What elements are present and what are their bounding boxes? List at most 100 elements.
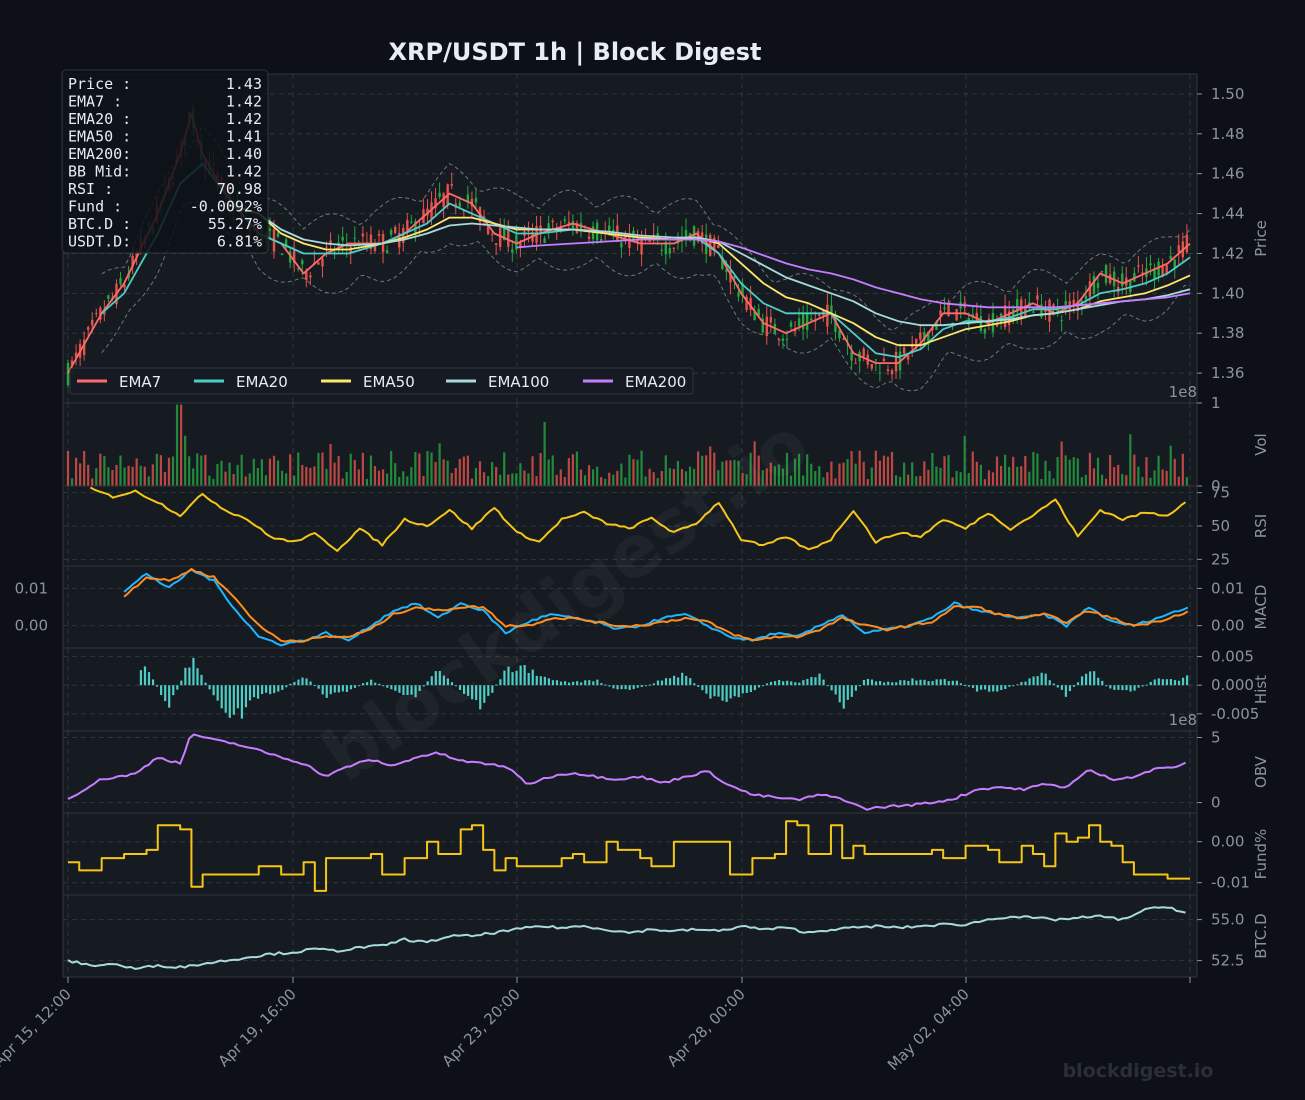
volume-bar [672, 469, 675, 486]
hist-bar [519, 665, 522, 686]
hist-bar [1089, 671, 1092, 686]
volume-bar [802, 475, 805, 486]
volume-bar [171, 456, 175, 486]
candle-body [878, 372, 882, 374]
volume-bar [434, 462, 437, 486]
hist-bar [786, 680, 789, 686]
y-tick-label: 55.0 [1211, 911, 1244, 929]
panel-macd: 0.00 0.00 0.01 0.01 MACD [15, 565, 1270, 649]
volume-bar [781, 468, 785, 486]
volume-bar [676, 461, 680, 486]
volume-bar [894, 475, 898, 486]
volume-bar [398, 476, 401, 486]
candle-body [511, 249, 514, 253]
volume-bar [660, 471, 663, 486]
hist-bar [1072, 685, 1076, 687]
hist-bar [1145, 684, 1148, 686]
candle-body [648, 240, 651, 242]
candle-body [1060, 320, 1063, 322]
hist-bar [689, 678, 692, 686]
hist-bar [216, 685, 219, 701]
volume-bar [656, 478, 659, 486]
hist-bar [826, 685, 829, 687]
volume-bar [365, 478, 369, 486]
hist-bar [374, 682, 377, 686]
hist-bar [248, 685, 252, 701]
candle-body [373, 245, 377, 251]
hist-bar [1040, 672, 1043, 686]
legend-frame [69, 367, 694, 395]
hist-bar [1044, 673, 1047, 686]
candle-body [470, 198, 474, 207]
candle-body [919, 332, 922, 340]
hist-bar [652, 683, 656, 686]
volume-bar [741, 472, 744, 486]
hist-bar [818, 673, 821, 686]
volume-bar [260, 459, 263, 486]
hist-bar [151, 679, 155, 686]
volume-bar [842, 462, 845, 486]
y-tick-label: 0.00 [1211, 617, 1244, 635]
y-axis-label-volume: Vol [1252, 433, 1270, 455]
volume-bar [95, 468, 98, 486]
volume-bar [1137, 466, 1140, 486]
info-value: 55.27% [208, 215, 262, 233]
hist-bar [345, 685, 349, 692]
volume-bar [1104, 478, 1108, 486]
panel-btcd: 52.5 55.0 BTC.D [62, 894, 1270, 978]
hist-bar [535, 675, 538, 686]
candle-body [70, 360, 74, 366]
volume-bar [1056, 457, 1059, 486]
hist-bar [919, 679, 922, 686]
volume-bar [511, 473, 514, 486]
hist-bar [596, 679, 599, 686]
hist-bar [462, 685, 466, 694]
volume-bar [74, 457, 78, 486]
volume-bar [79, 463, 82, 486]
volume-bar [119, 455, 122, 486]
hist-bar [184, 667, 187, 686]
volume-bar [882, 455, 886, 486]
volume-bar [337, 456, 340, 486]
hist-bar [281, 685, 284, 690]
hist-bar [1157, 678, 1160, 686]
candle-body [494, 243, 498, 246]
hist-bar [1097, 677, 1100, 686]
volume-bar [466, 455, 469, 486]
candle-body [389, 229, 393, 235]
hist-bar [293, 681, 296, 686]
volume-bar [596, 466, 599, 486]
hist-bar [192, 657, 195, 686]
volume-bar [333, 462, 336, 486]
volume-bar [1044, 460, 1047, 486]
volume-bar [224, 471, 227, 486]
candle-body [1084, 295, 1088, 300]
volume-bar [583, 475, 587, 486]
candle-body [1177, 245, 1180, 253]
hist-bar [640, 685, 643, 687]
volume-bar [834, 478, 837, 486]
hist-bar [563, 681, 567, 686]
volume-bar [442, 459, 445, 486]
hist-bar [854, 685, 857, 691]
hist-bar [967, 685, 971, 687]
volume-bar [188, 456, 191, 486]
hist-bar [648, 684, 651, 686]
volume-bar [789, 475, 793, 486]
volume-bar [878, 460, 881, 486]
candle-body [850, 351, 853, 361]
volume-bar [1020, 466, 1023, 486]
hist-bar [204, 682, 207, 686]
volume-bar [713, 452, 716, 486]
hist-bar [450, 682, 454, 686]
hist-bar [1133, 685, 1136, 691]
hist-bar [660, 680, 664, 686]
volume-bar [1169, 445, 1172, 486]
hist-bar [1153, 679, 1156, 686]
volume-bar [361, 452, 364, 486]
candle-body [797, 318, 801, 327]
hist-bar [979, 685, 983, 690]
plot-hist [139, 657, 1189, 719]
hist-bar [1024, 681, 1027, 686]
